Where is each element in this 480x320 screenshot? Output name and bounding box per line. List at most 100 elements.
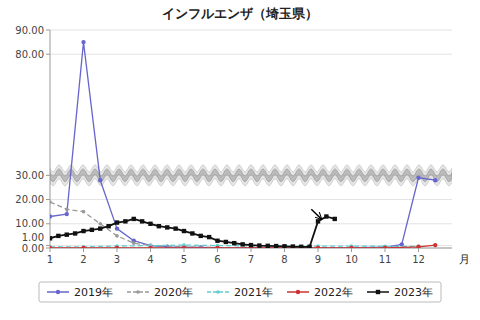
point xyxy=(115,226,119,230)
series-line xyxy=(50,42,435,248)
point xyxy=(50,236,52,240)
x-tick-label: 4 xyxy=(147,254,153,265)
point xyxy=(316,219,320,223)
series xyxy=(50,243,437,248)
point xyxy=(349,246,353,248)
point xyxy=(274,244,278,248)
point xyxy=(173,226,177,230)
grid xyxy=(50,30,452,248)
x-tick-label: 1 xyxy=(47,254,53,265)
point xyxy=(81,40,85,44)
point xyxy=(115,234,119,238)
legend-item: 2022年 xyxy=(287,286,353,299)
point xyxy=(157,224,161,228)
point xyxy=(232,241,236,245)
x-tick-label: 2 xyxy=(80,254,86,265)
point xyxy=(115,246,119,248)
point xyxy=(207,235,211,239)
alert-band-outer xyxy=(50,165,452,186)
y-tick-label: 90.00 xyxy=(15,25,44,36)
point xyxy=(81,229,85,233)
point xyxy=(50,214,52,218)
point xyxy=(416,245,420,248)
legend-label: 2019年 xyxy=(74,286,113,299)
y-tick xyxy=(46,30,50,31)
alert-band xyxy=(50,165,452,186)
point xyxy=(224,240,228,244)
x-axis-label: 月 xyxy=(459,253,470,266)
legend-item: 2023年 xyxy=(367,286,433,299)
point xyxy=(417,245,421,248)
point xyxy=(266,244,270,248)
x-tick xyxy=(385,248,386,252)
arrow xyxy=(311,209,321,219)
x-tick-label: 11 xyxy=(379,254,392,265)
point xyxy=(82,210,86,214)
point xyxy=(182,229,186,233)
point xyxy=(56,234,60,238)
y-tick xyxy=(46,175,50,176)
point xyxy=(257,243,261,247)
legend-label: 2021年 xyxy=(234,286,273,299)
y-tick xyxy=(46,199,50,200)
grid-line xyxy=(50,199,452,200)
y-tick-label: 10.00 xyxy=(15,218,44,229)
x-tick-label: 12 xyxy=(412,254,425,265)
point xyxy=(282,244,286,248)
point xyxy=(132,241,136,245)
x-tick xyxy=(318,248,319,252)
point xyxy=(333,217,337,221)
point xyxy=(182,246,186,248)
point xyxy=(215,246,219,248)
point xyxy=(148,222,152,226)
grid-line xyxy=(50,54,452,55)
point xyxy=(50,200,52,204)
grid-line xyxy=(50,30,452,31)
x-tick-label: 3 xyxy=(114,254,120,265)
point xyxy=(215,239,219,243)
y-tick-label: 80.00 xyxy=(15,49,44,60)
point xyxy=(383,246,387,248)
legend-marker xyxy=(296,290,300,294)
point xyxy=(50,246,52,248)
point xyxy=(383,246,387,248)
y-tick-label: 20.00 xyxy=(15,194,44,205)
y-tick xyxy=(46,245,50,246)
x-tick xyxy=(351,248,352,252)
y-tick xyxy=(46,223,50,224)
plot-area xyxy=(50,40,452,248)
x-tick-label: 9 xyxy=(315,254,321,265)
point xyxy=(165,225,169,229)
point xyxy=(316,246,320,248)
x-tick xyxy=(251,248,252,252)
y-tick xyxy=(46,54,50,55)
series-line xyxy=(50,202,419,248)
legend: 2019年 2020年 2021年 2022年 2023年 xyxy=(39,282,441,302)
point xyxy=(240,242,244,246)
x-tick-label: 8 xyxy=(281,254,287,265)
series xyxy=(50,214,337,248)
point xyxy=(199,234,203,238)
x-tick xyxy=(150,248,151,252)
y-tick-label: 1.00 xyxy=(22,232,44,243)
x-tick xyxy=(117,248,118,252)
y-tick-label: 30.00 xyxy=(15,170,44,181)
series-line xyxy=(50,217,335,247)
point xyxy=(90,228,94,232)
legend-marker xyxy=(216,290,220,294)
x-tick-label: 5 xyxy=(181,254,187,265)
point xyxy=(65,207,69,211)
point xyxy=(81,246,85,248)
legend-marker xyxy=(56,290,60,294)
x-tick xyxy=(83,248,84,252)
legend-frame xyxy=(39,282,441,302)
point xyxy=(190,231,194,235)
point xyxy=(65,212,69,216)
legend-item: 2019年 xyxy=(47,286,113,299)
legend-item: 2020年 xyxy=(127,286,193,299)
point xyxy=(123,219,127,223)
point xyxy=(324,214,328,218)
x-tick-label: 6 xyxy=(214,254,220,265)
point xyxy=(98,178,102,182)
point xyxy=(98,222,102,226)
